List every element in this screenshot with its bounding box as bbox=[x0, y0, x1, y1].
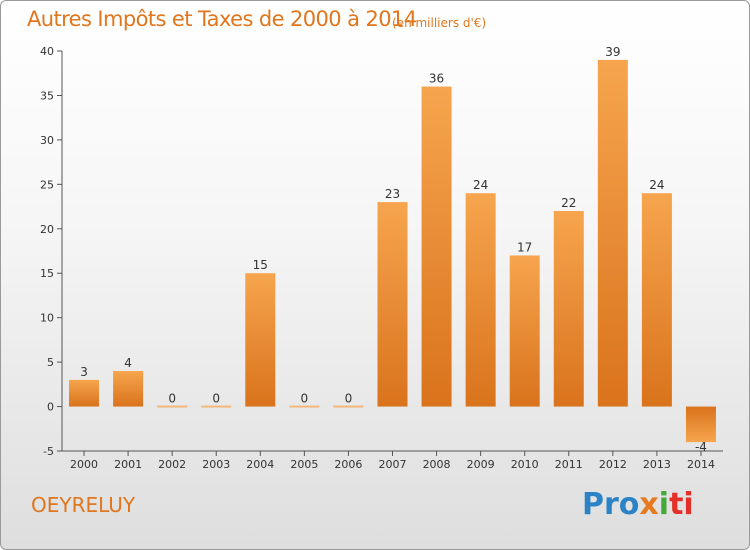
data-label: 0 bbox=[212, 392, 220, 406]
bar bbox=[641, 193, 672, 407]
chart-title: Autres Impôts et Taxes de 2000 à 2014 bbox=[27, 7, 417, 31]
data-label: 24 bbox=[649, 178, 664, 192]
bar bbox=[289, 405, 320, 408]
x-tick-label: 2003 bbox=[202, 458, 230, 471]
bar bbox=[333, 405, 364, 408]
brand-part-4: ti bbox=[669, 487, 694, 522]
y-tick-label: 10 bbox=[40, 312, 54, 325]
place-name: OEYRELUY bbox=[31, 493, 136, 517]
x-tick-label: 2000 bbox=[70, 458, 98, 471]
data-label: 15 bbox=[253, 258, 268, 272]
bar bbox=[69, 379, 100, 407]
data-label: -4 bbox=[695, 440, 707, 454]
bar bbox=[509, 255, 540, 407]
x-tick-label: 2010 bbox=[511, 458, 539, 471]
bar bbox=[157, 405, 188, 408]
brand-part-1: Pro bbox=[582, 487, 640, 522]
x-tick-label: 2005 bbox=[290, 458, 318, 471]
x-tick-label: 2004 bbox=[246, 458, 274, 471]
y-tick-label: 5 bbox=[47, 356, 54, 369]
brand-part-2: x bbox=[639, 487, 659, 522]
x-tick-label: 2008 bbox=[423, 458, 451, 471]
y-tick-label: 15 bbox=[40, 267, 54, 280]
proxiti-logo: Proxiti bbox=[582, 487, 694, 522]
bars bbox=[69, 59, 716, 443]
data-label: 0 bbox=[345, 392, 353, 406]
bar bbox=[113, 371, 144, 407]
x-tick-label: 2002 bbox=[158, 458, 186, 471]
x-tick-label: 2012 bbox=[599, 458, 627, 471]
x-tick-label: 2013 bbox=[643, 458, 671, 471]
data-labels: 3 4 0 0 15 0 0 23 36 24 17 22 39 24 -4 bbox=[80, 45, 707, 454]
y-tick-label: 40 bbox=[40, 45, 54, 58]
x-tick-label: 2009 bbox=[467, 458, 495, 471]
data-label: 17 bbox=[517, 240, 532, 254]
data-label: 36 bbox=[429, 72, 444, 86]
data-label: 22 bbox=[561, 196, 576, 210]
bar bbox=[201, 405, 232, 408]
brand-part-3: i bbox=[658, 487, 670, 522]
data-label: 0 bbox=[301, 392, 309, 406]
data-label: 39 bbox=[605, 45, 620, 59]
data-label: 23 bbox=[385, 187, 400, 201]
chart-subtitle: (en milliers d'€) bbox=[392, 16, 487, 30]
bar bbox=[377, 202, 408, 407]
y-tick-label: 30 bbox=[40, 134, 54, 147]
data-label: 24 bbox=[473, 178, 488, 192]
bar bbox=[553, 211, 584, 407]
x-tick-label: 2001 bbox=[114, 458, 142, 471]
bar bbox=[685, 406, 716, 443]
bar bbox=[245, 273, 276, 407]
x-tick-label: 2007 bbox=[379, 458, 407, 471]
x-tick-label: 2006 bbox=[334, 458, 362, 471]
y-tick-label: 35 bbox=[40, 89, 54, 102]
y-tick-label: 25 bbox=[40, 178, 54, 191]
data-label: 0 bbox=[168, 392, 176, 406]
y-tick-label: 0 bbox=[47, 401, 54, 414]
x-tick-label: 2014 bbox=[687, 458, 715, 471]
bar bbox=[421, 86, 452, 407]
y-tick-label: -5 bbox=[43, 445, 54, 458]
bar bbox=[465, 193, 496, 407]
x-tick-label: 2011 bbox=[555, 458, 583, 471]
data-label: 4 bbox=[124, 356, 132, 370]
data-label: 3 bbox=[80, 365, 88, 379]
y-tick-label: 20 bbox=[40, 223, 54, 236]
bar bbox=[597, 59, 628, 407]
